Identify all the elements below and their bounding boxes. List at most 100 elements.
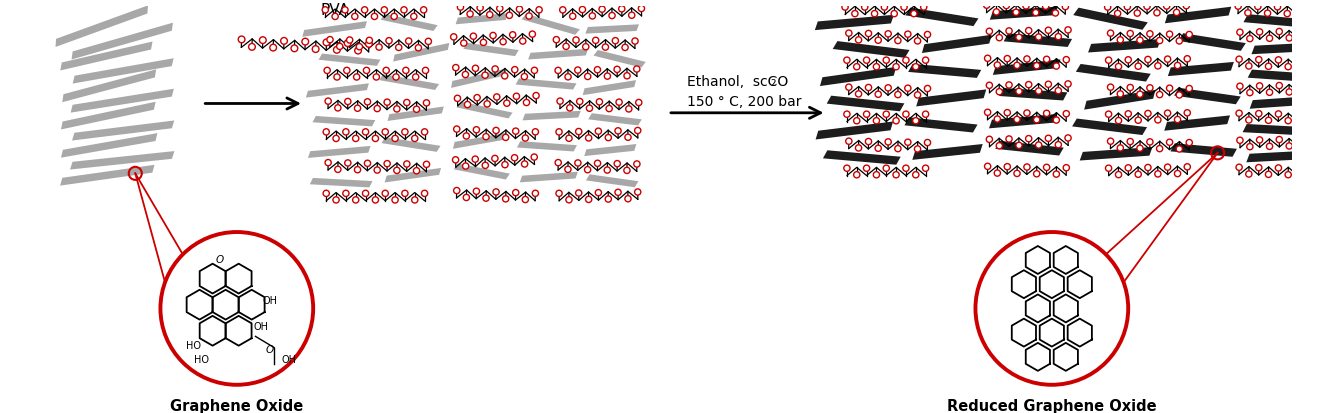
Circle shape <box>1033 9 1038 16</box>
Polygon shape <box>589 113 642 126</box>
Circle shape <box>401 129 408 135</box>
Circle shape <box>1155 63 1161 69</box>
Polygon shape <box>913 144 982 160</box>
Circle shape <box>1246 117 1252 123</box>
Circle shape <box>585 166 590 173</box>
Circle shape <box>356 44 363 50</box>
Circle shape <box>523 100 530 106</box>
Circle shape <box>322 129 329 135</box>
Circle shape <box>994 62 1001 68</box>
Circle shape <box>412 197 417 203</box>
Circle shape <box>846 30 852 36</box>
Circle shape <box>1053 171 1060 177</box>
Circle shape <box>423 67 428 74</box>
Circle shape <box>1153 9 1160 16</box>
Circle shape <box>922 111 929 117</box>
Text: O: O <box>215 255 223 265</box>
Circle shape <box>413 168 420 174</box>
Circle shape <box>1036 88 1042 94</box>
Circle shape <box>325 159 332 166</box>
Circle shape <box>563 43 569 50</box>
Circle shape <box>1053 63 1060 69</box>
Circle shape <box>474 127 479 133</box>
Polygon shape <box>1248 69 1307 81</box>
Circle shape <box>914 38 921 44</box>
Circle shape <box>1127 31 1133 37</box>
Circle shape <box>605 135 611 141</box>
Polygon shape <box>823 150 900 165</box>
Circle shape <box>384 99 391 105</box>
Circle shape <box>463 163 468 169</box>
Circle shape <box>484 101 490 107</box>
Circle shape <box>985 163 990 169</box>
Circle shape <box>1284 171 1291 178</box>
Circle shape <box>363 190 369 197</box>
Polygon shape <box>990 7 1058 20</box>
Circle shape <box>892 118 899 124</box>
Polygon shape <box>71 89 174 113</box>
Circle shape <box>1052 10 1058 16</box>
Circle shape <box>883 165 890 171</box>
Circle shape <box>555 190 562 197</box>
Circle shape <box>1267 89 1272 95</box>
Circle shape <box>559 7 566 13</box>
Circle shape <box>892 64 899 70</box>
Circle shape <box>1276 28 1282 35</box>
Circle shape <box>373 74 380 80</box>
Circle shape <box>1137 37 1143 43</box>
Circle shape <box>844 57 850 63</box>
Circle shape <box>1235 3 1242 9</box>
Circle shape <box>855 91 862 97</box>
Polygon shape <box>71 23 173 59</box>
Circle shape <box>503 134 508 140</box>
Circle shape <box>875 145 882 152</box>
Circle shape <box>1006 28 1012 34</box>
Circle shape <box>403 67 409 74</box>
Circle shape <box>997 35 1002 41</box>
Circle shape <box>615 128 621 134</box>
Polygon shape <box>62 133 158 158</box>
Circle shape <box>1026 135 1032 142</box>
Circle shape <box>533 93 539 99</box>
Circle shape <box>1064 165 1069 171</box>
Polygon shape <box>519 172 578 183</box>
Circle shape <box>1256 29 1263 35</box>
Circle shape <box>401 190 408 197</box>
Polygon shape <box>72 121 174 140</box>
Circle shape <box>1044 164 1050 171</box>
Circle shape <box>454 188 460 194</box>
Polygon shape <box>62 102 155 129</box>
Circle shape <box>904 139 911 145</box>
Text: OH: OH <box>281 355 297 365</box>
Circle shape <box>452 157 459 163</box>
Circle shape <box>334 74 340 80</box>
Circle shape <box>383 67 389 74</box>
Circle shape <box>460 40 467 46</box>
Circle shape <box>595 190 602 196</box>
Circle shape <box>322 39 330 46</box>
Circle shape <box>302 38 309 45</box>
Circle shape <box>1266 171 1271 178</box>
Circle shape <box>1175 116 1180 123</box>
Circle shape <box>602 44 609 50</box>
Circle shape <box>500 38 506 45</box>
Circle shape <box>575 160 581 166</box>
Circle shape <box>492 66 498 72</box>
Circle shape <box>322 190 329 197</box>
Circle shape <box>1014 116 1020 123</box>
Circle shape <box>334 105 341 111</box>
Circle shape <box>474 95 480 101</box>
Circle shape <box>396 44 401 50</box>
Circle shape <box>1176 38 1183 44</box>
Circle shape <box>1024 110 1030 116</box>
Circle shape <box>381 7 388 13</box>
Circle shape <box>1294 4 1301 10</box>
Circle shape <box>312 46 318 52</box>
Circle shape <box>533 129 538 135</box>
Circle shape <box>1045 81 1052 88</box>
Circle shape <box>884 139 891 145</box>
Circle shape <box>487 12 492 18</box>
Circle shape <box>555 159 562 166</box>
Circle shape <box>1124 4 1131 10</box>
Circle shape <box>161 232 313 385</box>
